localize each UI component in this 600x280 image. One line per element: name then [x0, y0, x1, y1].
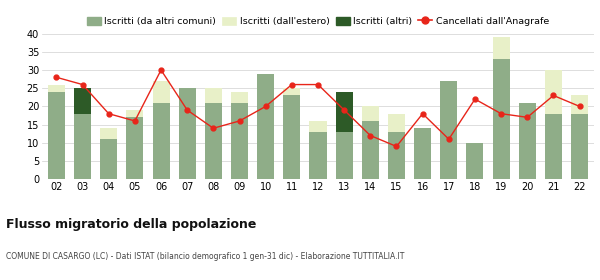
Bar — [335, 92, 353, 132]
Bar — [493, 59, 509, 179]
Bar — [100, 139, 117, 179]
Bar — [179, 88, 196, 179]
Bar — [519, 103, 536, 179]
Bar — [388, 114, 405, 132]
Bar — [414, 128, 431, 179]
Bar — [310, 132, 326, 179]
Bar — [571, 95, 588, 114]
Bar — [466, 143, 484, 179]
Bar — [231, 103, 248, 179]
Bar — [48, 92, 65, 179]
Bar — [152, 103, 170, 179]
Bar — [545, 114, 562, 179]
Bar — [74, 114, 91, 179]
Bar — [545, 70, 562, 114]
Bar — [127, 117, 143, 179]
Text: COMUNE DI CASARGO (LC) - Dati ISTAT (bilancio demografico 1 gen-31 dic) - Elabor: COMUNE DI CASARGO (LC) - Dati ISTAT (bil… — [6, 252, 404, 261]
Bar — [283, 95, 301, 179]
Legend: Iscritti (da altri comuni), Iscritti (dall'estero), Iscritti (altri), Cancellati: Iscritti (da altri comuni), Iscritti (da… — [86, 17, 550, 26]
Bar — [100, 128, 117, 139]
Text: Flusso migratorio della popolazione: Flusso migratorio della popolazione — [6, 218, 256, 231]
Bar — [127, 110, 143, 117]
Bar — [74, 88, 91, 114]
Bar — [48, 85, 65, 92]
Bar — [310, 121, 326, 132]
Bar — [493, 37, 509, 59]
Bar — [388, 132, 405, 179]
Bar — [257, 74, 274, 179]
Bar — [205, 103, 222, 179]
Bar — [283, 88, 301, 95]
Bar — [440, 81, 457, 179]
Bar — [152, 81, 170, 103]
Bar — [571, 114, 588, 179]
Bar — [205, 88, 222, 103]
Bar — [335, 132, 353, 179]
Bar — [362, 106, 379, 121]
Bar — [231, 92, 248, 103]
Bar — [362, 121, 379, 179]
